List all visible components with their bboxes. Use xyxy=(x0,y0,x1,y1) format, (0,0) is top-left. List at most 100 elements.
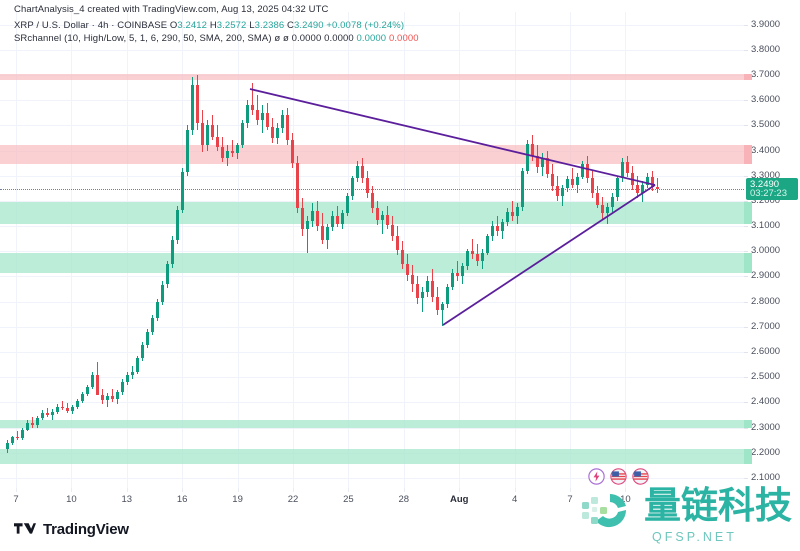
exchange-label[interactable]: COINBASE xyxy=(117,20,168,31)
candle-body xyxy=(471,251,474,254)
price-tick-mark xyxy=(744,176,748,177)
time-tick-mark xyxy=(71,488,72,492)
candle-body xyxy=(626,161,629,174)
price-tick-mark xyxy=(744,201,748,202)
indicator-params[interactable]: (10, High/Low, 5, 1, 6, 290, 50, SMA, 20… xyxy=(64,33,272,44)
candle-body xyxy=(36,418,39,425)
price-axis-zone-tag xyxy=(744,448,752,465)
candle-body xyxy=(81,394,84,402)
interval-label[interactable]: 4h xyxy=(97,20,109,31)
price-tick-label: 3.2000 xyxy=(751,194,781,206)
time-axis[interactable]: 7 10 13 16 19 22 25 28 Aug 4 7 10 xyxy=(0,488,800,510)
price-axis-zone-tag xyxy=(744,252,752,273)
candle-wick xyxy=(62,401,63,410)
candle-body xyxy=(436,296,439,311)
time-tick-mark xyxy=(625,488,626,492)
candle-wick xyxy=(607,203,608,224)
candle-body xyxy=(461,266,464,277)
indicator-value-3: 0.0000 xyxy=(356,33,387,44)
candle-body xyxy=(226,150,229,159)
candle-body xyxy=(581,164,584,177)
time-tick-label: 10 xyxy=(620,494,631,505)
candle-wick xyxy=(97,362,98,379)
trendline-descending-resistance[interactable] xyxy=(249,88,656,186)
gridline-vertical xyxy=(404,12,405,488)
candle-body xyxy=(426,281,429,292)
trendline-ascending-support[interactable] xyxy=(442,184,656,326)
legend-separator-2: · xyxy=(111,20,115,31)
candle-body xyxy=(121,381,124,393)
price-axis[interactable]: 3.9000 3.8000 3.7000 3.6000 3.5000 3.4000 3.30… xyxy=(744,12,800,488)
gridline-vertical xyxy=(16,12,17,488)
price-tick-mark xyxy=(744,50,748,51)
candle-body xyxy=(311,210,314,222)
candle-body xyxy=(456,272,459,277)
price-tick-label: 3.0000 xyxy=(751,245,781,257)
gridline-vertical xyxy=(71,12,72,488)
low-label: L xyxy=(249,20,255,31)
price-tick-label: 2.4000 xyxy=(751,396,781,408)
candle-body xyxy=(611,197,614,208)
candle-body xyxy=(6,442,9,449)
time-tick-mark xyxy=(515,488,516,492)
candle-body xyxy=(301,208,304,229)
candle-body xyxy=(416,284,419,298)
candle-body xyxy=(321,226,324,240)
candle-body xyxy=(551,174,554,186)
candle-body xyxy=(491,226,494,237)
open-label: O xyxy=(169,20,178,31)
us-flag-badge-1-icon xyxy=(610,468,627,485)
symbol-name[interactable]: XRP / U.S. Dollar xyxy=(14,20,89,31)
price-tick-label: 3.8000 xyxy=(751,43,781,55)
tradingview-mark-icon xyxy=(14,522,36,534)
trendline-overlay[interactable] xyxy=(0,12,744,488)
candle-body xyxy=(101,394,104,400)
price-axis-zone-tag xyxy=(744,73,752,80)
candle-body xyxy=(376,208,379,220)
candle-body xyxy=(391,224,394,237)
candle-wick xyxy=(232,140,233,157)
candle-body xyxy=(146,331,149,345)
price-tick-label: 2.6000 xyxy=(751,346,781,357)
candle-body xyxy=(361,165,364,179)
candle-body xyxy=(241,123,244,146)
candle-body xyxy=(466,251,469,267)
price-tick-mark xyxy=(744,428,748,429)
chart-plot-area[interactable] xyxy=(0,12,744,488)
price-axis-zone-tag xyxy=(744,420,752,428)
gridline-horizontal xyxy=(0,176,744,177)
candle-body xyxy=(536,155,539,167)
indicator-empty-1: ø xyxy=(274,33,281,44)
candle-body xyxy=(636,184,639,194)
time-tick-mark xyxy=(459,488,460,492)
low-value: 3.2386 xyxy=(254,20,285,31)
candle-body xyxy=(106,395,109,400)
candle-body xyxy=(356,165,359,179)
gridline-horizontal xyxy=(0,125,744,126)
zone-resistance-upper xyxy=(0,73,744,80)
price-tick-label: 2.9000 xyxy=(751,270,781,282)
time-tick-mark xyxy=(293,488,294,492)
time-tick-mark xyxy=(16,488,17,492)
price-tick-label: 3.9000 xyxy=(751,18,781,30)
candle-body xyxy=(191,85,194,131)
price-tick-mark xyxy=(744,125,748,126)
price-tick-mark xyxy=(744,25,748,26)
candle-body xyxy=(31,423,34,425)
gridline-horizontal xyxy=(0,226,744,227)
candle-wick xyxy=(382,210,383,234)
candlestick-series[interactable] xyxy=(0,12,744,488)
indicator-name[interactable]: SRchannel xyxy=(14,33,62,44)
candle-body xyxy=(136,358,139,372)
gridline-horizontal xyxy=(0,276,744,277)
current-price-badge: 3.2490 03:27:23 xyxy=(746,177,798,200)
candle-body xyxy=(651,176,654,188)
symbol-legend: XRP / U.S. Dollar · 4h · COINBASE O3.241… xyxy=(14,20,404,31)
candle-body xyxy=(181,171,184,210)
candle-body xyxy=(266,112,269,127)
candle-body xyxy=(296,163,299,209)
candle-body xyxy=(446,286,449,305)
watermark-text-cn: 量链科技 xyxy=(644,484,792,527)
price-tick-label: 2.8000 xyxy=(751,295,781,307)
chart-header: ChartAnalysis_4 created with TradingView… xyxy=(0,0,800,48)
